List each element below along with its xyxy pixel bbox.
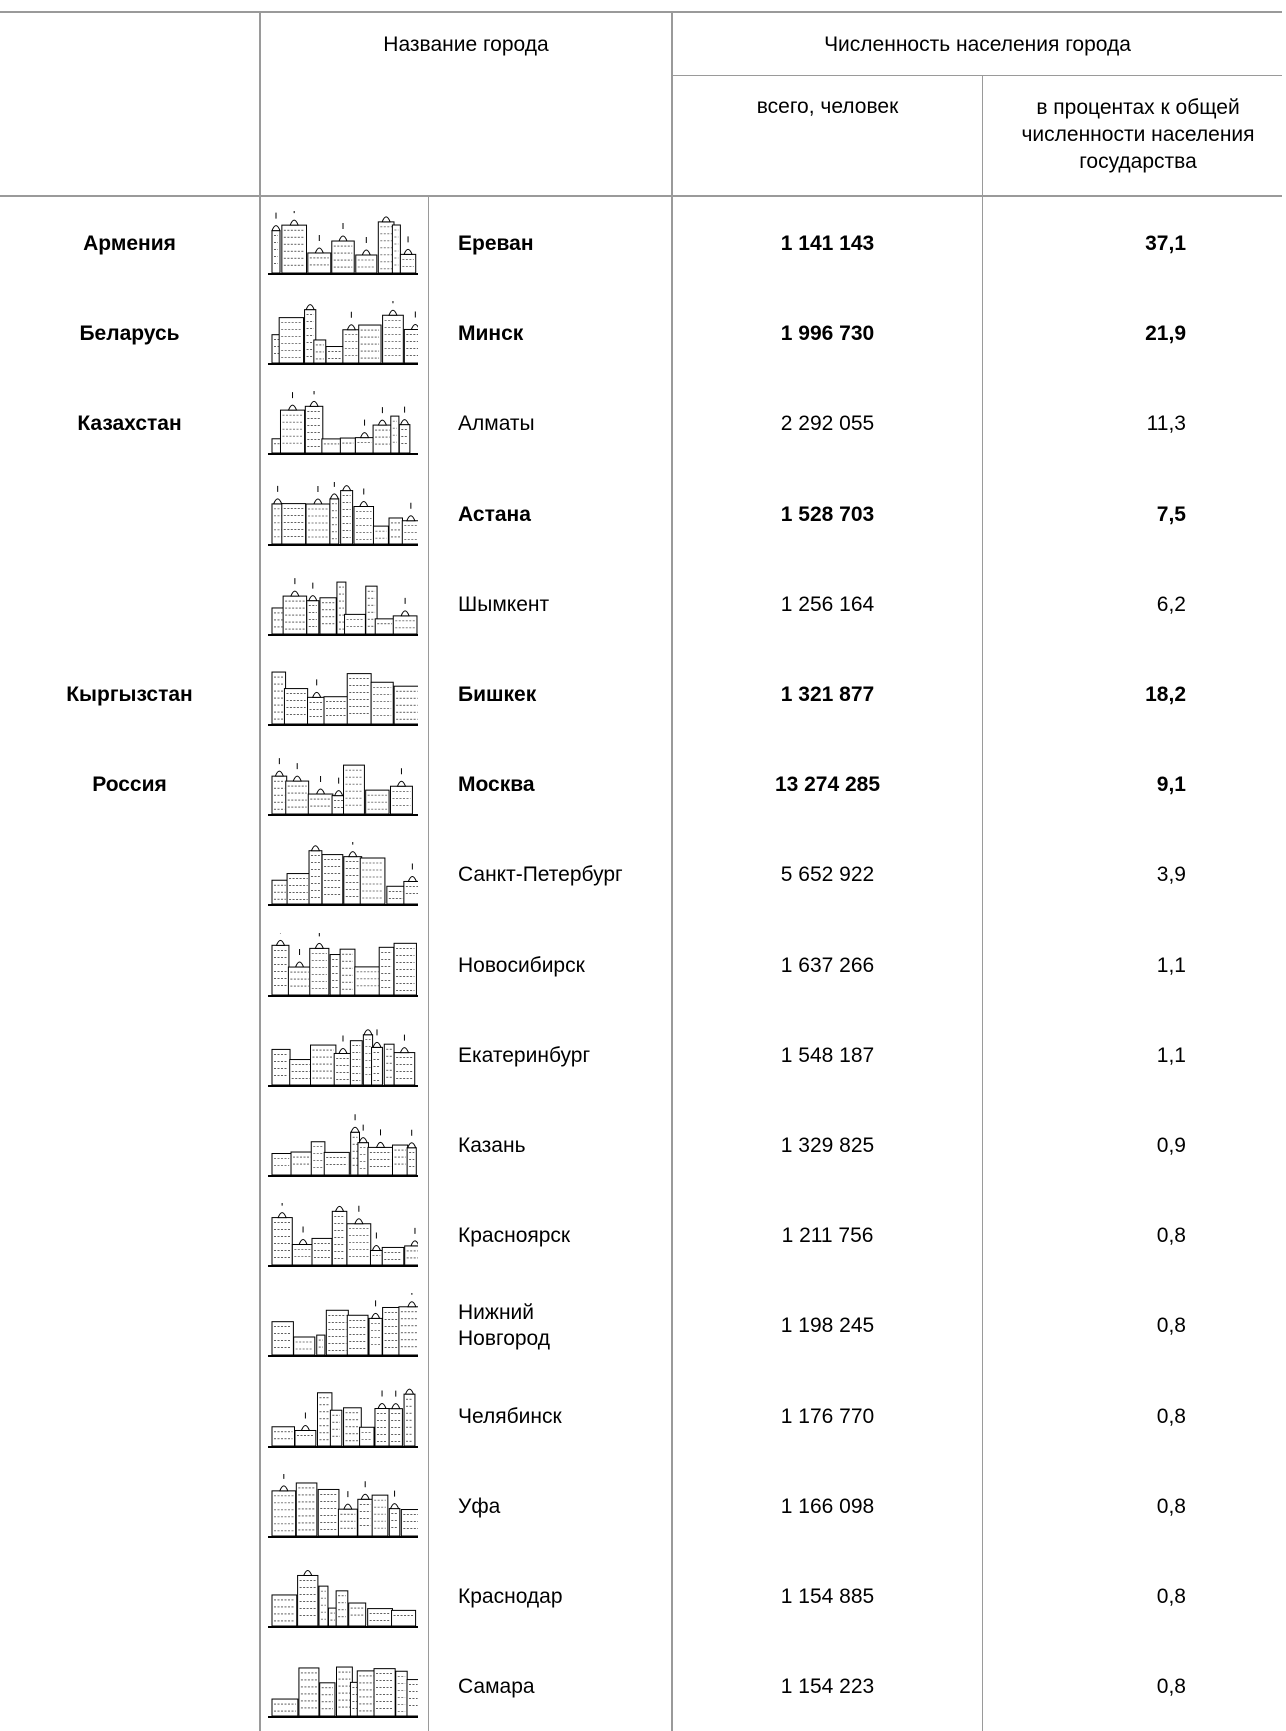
population-total: 1 321 877 bbox=[780, 683, 875, 706]
country: Казахстан bbox=[77, 412, 182, 435]
population-percent: 7,5 bbox=[1156, 503, 1186, 526]
city-name: Челябинск bbox=[458, 1405, 562, 1428]
city-name: Шымкент bbox=[458, 593, 550, 616]
city-skyline bbox=[268, 482, 418, 546]
city-skyline bbox=[268, 1293, 418, 1357]
header-cell: Название города bbox=[383, 33, 549, 56]
city-skyline bbox=[268, 1388, 418, 1448]
city-skyline bbox=[268, 1569, 418, 1628]
city-name: Москва bbox=[458, 773, 535, 796]
city-skyline bbox=[268, 391, 418, 455]
population-percent: 11,3 bbox=[1146, 412, 1186, 435]
population-percent: 0,8 bbox=[1156, 1675, 1186, 1698]
city-name: Самара bbox=[458, 1675, 535, 1698]
country: Кыргызстан bbox=[66, 683, 193, 706]
city-skyline bbox=[268, 1474, 418, 1538]
population-total: 1 176 770 bbox=[780, 1405, 875, 1428]
rule bbox=[671, 11, 673, 1731]
population-total: 13 274 285 bbox=[774, 773, 881, 796]
city-name: Екатеринбург bbox=[458, 1044, 591, 1067]
city-skyline bbox=[268, 1029, 418, 1087]
population-total: 1 996 730 bbox=[780, 322, 875, 345]
city-skyline bbox=[268, 758, 418, 816]
rule bbox=[0, 11, 1282, 13]
population-percent: 18,2 bbox=[1145, 683, 1186, 706]
city-skyline bbox=[268, 933, 418, 997]
population-percent: 21,9 bbox=[1145, 322, 1186, 345]
population-total: 1 166 098 bbox=[780, 1495, 875, 1518]
population-total: 2 292 055 bbox=[780, 412, 875, 435]
population-percent: 0,8 bbox=[1156, 1314, 1186, 1337]
country: Россия bbox=[92, 773, 167, 796]
city-name: Ереван bbox=[458, 232, 534, 255]
country: Армения bbox=[83, 232, 176, 255]
city-skyline bbox=[268, 1666, 418, 1718]
population-total: 1 198 245 bbox=[780, 1314, 875, 1337]
population-percent: 0,8 bbox=[1156, 1224, 1186, 1247]
population-total: 1 548 187 bbox=[780, 1044, 875, 1067]
population-percent: 37,1 bbox=[1145, 232, 1186, 255]
city-skyline bbox=[268, 211, 418, 275]
population-percent: 6,2 bbox=[1156, 593, 1186, 616]
population-total: 1 637 266 bbox=[780, 954, 875, 977]
city-skyline bbox=[268, 842, 418, 906]
city-skyline bbox=[268, 1203, 418, 1267]
city-name: Бишкек bbox=[458, 683, 537, 706]
population-total: 5 652 922 bbox=[780, 863, 875, 886]
header-cell: Численность населения города bbox=[824, 33, 1131, 56]
city-name: Санкт-Петербург bbox=[458, 863, 623, 886]
city-name: Нижний Новгород bbox=[458, 1301, 551, 1350]
rule bbox=[0, 195, 1282, 197]
country: Беларусь bbox=[79, 322, 180, 345]
population-total: 1 329 825 bbox=[780, 1134, 875, 1157]
header-cell: всего, человек bbox=[756, 95, 899, 118]
city-name: Казань bbox=[458, 1134, 526, 1157]
city-skyline bbox=[268, 1114, 418, 1177]
rule bbox=[671, 75, 1282, 76]
population-total: 1 154 885 bbox=[780, 1585, 875, 1608]
header-cell: в процентах к общей численности населени… bbox=[1021, 96, 1255, 173]
city-skyline bbox=[268, 671, 418, 726]
population-percent: 0,8 bbox=[1156, 1405, 1186, 1428]
population-total: 1 154 223 bbox=[780, 1675, 875, 1698]
population-percent: 3,9 bbox=[1156, 863, 1186, 886]
city-name: Алматы bbox=[458, 412, 535, 435]
population-total: 1 528 703 bbox=[780, 503, 875, 526]
city-skyline bbox=[268, 301, 418, 365]
population-percent: 1,1 bbox=[1156, 1044, 1186, 1067]
rule bbox=[259, 11, 261, 1731]
population-percent: 0,9 bbox=[1156, 1134, 1186, 1157]
city-name: Астана bbox=[458, 503, 531, 526]
population-percent: 0,8 bbox=[1156, 1495, 1186, 1518]
city-name: Минск bbox=[458, 322, 524, 345]
population-percent: 9,1 bbox=[1156, 773, 1186, 796]
rule bbox=[428, 196, 429, 1731]
population-total: 1 256 164 bbox=[780, 593, 875, 616]
population-total: 1 211 756 bbox=[781, 1224, 874, 1247]
city-skyline bbox=[268, 578, 418, 636]
city-name: Красноярск bbox=[458, 1224, 571, 1247]
population-percent: 0,8 bbox=[1156, 1585, 1186, 1608]
population-percent: 1,1 bbox=[1156, 954, 1186, 977]
city-name: Краснодар bbox=[458, 1585, 563, 1608]
city-name: Новосибирск bbox=[458, 954, 585, 977]
rule bbox=[982, 75, 983, 1731]
population-total: 1 141 143 bbox=[780, 232, 875, 255]
city-name: Уфа bbox=[458, 1495, 501, 1518]
